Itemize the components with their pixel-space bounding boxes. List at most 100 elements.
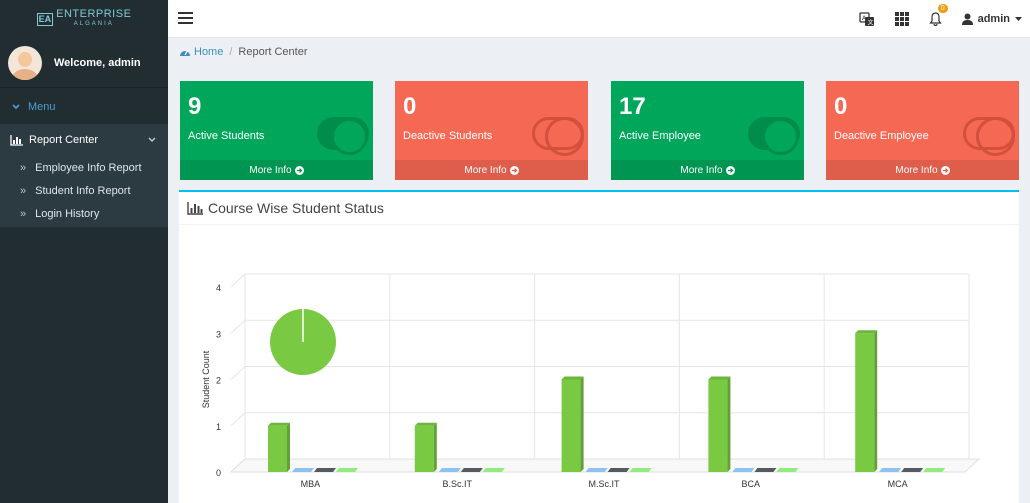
toggle-off-icon — [963, 117, 1015, 156]
stat-value: 17 — [619, 93, 646, 120]
chevron-down-icon — [148, 137, 156, 143]
more-info-label: More Info — [249, 164, 292, 176]
svg-text:A: A — [862, 15, 867, 22]
bar-side — [580, 376, 584, 472]
gridline-depth — [230, 273, 246, 288]
bar-top — [561, 376, 584, 380]
stat-box-active-students: 9 Active Students More Info — [180, 81, 373, 180]
bar — [732, 468, 755, 472]
bar — [585, 468, 608, 472]
bar — [776, 468, 799, 472]
arrow-circle-right-icon — [725, 165, 735, 175]
stat-label: Active Employee — [619, 130, 701, 142]
x-tick-label: B.Sc.IT — [442, 479, 472, 489]
breadcrumb: Home / Report Center — [179, 46, 308, 58]
stat-label: Deactive Students — [403, 130, 493, 142]
y-tick-label: 3 — [216, 329, 221, 339]
bar — [438, 468, 461, 472]
brand-name: ENTERPRISE — [56, 8, 132, 20]
bar-chart-icon — [187, 201, 203, 215]
user-icon — [961, 13, 973, 25]
x-tick-label: MBA — [301, 479, 321, 489]
more-info-link[interactable]: More Info — [611, 160, 804, 180]
bar — [901, 468, 924, 472]
bar-top — [268, 422, 290, 426]
more-info-label: More Info — [895, 164, 938, 176]
sidebar-item-student-info-report[interactable]: » Student Info Report — [0, 179, 168, 202]
gridline-depth — [230, 319, 246, 334]
report-submenu: » Employee Info Report » Student Info Re… — [0, 156, 168, 227]
more-info-link[interactable]: More Info — [180, 160, 373, 180]
grid-icon — [894, 12, 909, 26]
menu-toggle[interactable]: Menu — [0, 89, 168, 124]
sidebar-item-label: Student Info Report — [35, 184, 131, 197]
y-tick-label: 4 — [216, 283, 221, 293]
notification-count-badge: 0 — [937, 4, 948, 13]
bar — [460, 468, 483, 472]
x-tick-label: M.Sc.IT — [589, 479, 621, 489]
user-menu-label: admin — [977, 13, 1010, 25]
bar-side — [727, 376, 731, 472]
user-panel: Welcome, admin — [0, 38, 168, 88]
bar-side — [287, 422, 290, 472]
bar-top — [414, 422, 437, 426]
apps-button[interactable] — [894, 12, 909, 26]
y-tick-label: 1 — [216, 422, 221, 432]
arrow-circle-right-icon — [509, 165, 519, 175]
stat-box-deactive-students: 0 Deactive Students More Info — [395, 81, 588, 180]
breadcrumb-home[interactable]: Home — [179, 46, 223, 58]
toggle-off-icon — [532, 117, 584, 156]
bar — [629, 468, 652, 472]
brand-logo[interactable]: EA ENTERPRISE ALGANIA — [0, 0, 168, 38]
sidebar: EA ENTERPRISE ALGANIA Welcome, admin Men… — [0, 0, 168, 503]
stat-label: Active Students — [188, 130, 265, 142]
bar — [414, 425, 434, 472]
more-info-link[interactable]: More Info — [395, 160, 588, 180]
welcome-text: Welcome, admin — [54, 56, 141, 69]
x-tick-label: MCA — [888, 479, 908, 489]
gridline-depth — [230, 412, 246, 427]
stat-box-deactive-employee: 0 Deactive Employee More Info — [826, 81, 1019, 180]
bar — [268, 425, 287, 472]
panel-header: Course Wise Student Status — [179, 192, 1019, 225]
bar-side — [433, 422, 437, 472]
avatar — [8, 45, 42, 80]
bar — [879, 468, 902, 472]
user-menu[interactable]: admin — [961, 13, 1022, 25]
sidebar-item-report-center[interactable]: Report Center — [0, 124, 168, 156]
more-info-link[interactable]: More Info — [826, 160, 1019, 180]
sidebar-item-login-history[interactable]: » Login History — [0, 202, 168, 225]
y-tick-label: 2 — [216, 376, 221, 386]
bar — [314, 468, 336, 472]
more-info-label: More Info — [464, 164, 507, 176]
language-button[interactable]: A 文 — [858, 11, 875, 27]
brand-tagline: ALGANIA — [73, 21, 114, 27]
menu-header-label: Menu — [28, 100, 56, 113]
x-tick-label: BCA — [742, 479, 761, 489]
breadcrumb-separator: / — [229, 46, 233, 58]
more-info-label: More Info — [680, 164, 723, 176]
stat-box-active-employee: 17 Active Employee More Info — [611, 81, 804, 180]
sidebar-item-label: Login History — [35, 207, 100, 220]
translate-icon: A 文 — [858, 11, 874, 26]
arrow-circle-right-icon — [294, 165, 304, 175]
toggle-on-icon — [317, 117, 369, 155]
stat-value: 9 — [188, 93, 202, 120]
bar — [561, 379, 581, 472]
bar — [336, 468, 358, 472]
notifications-button[interactable]: 0 — [928, 4, 948, 26]
gridline-depth — [230, 366, 246, 380]
bar — [855, 333, 875, 472]
bar — [292, 468, 314, 472]
hamburger-menu-icon[interactable] — [178, 12, 193, 24]
bar — [607, 468, 630, 472]
double-chevron-right-icon: » — [20, 184, 27, 197]
sidebar-item-employee-info-report[interactable]: » Employee Info Report — [0, 156, 168, 179]
double-chevron-right-icon: » — [20, 207, 27, 220]
logo-mark: EA — [36, 12, 54, 26]
bell-icon — [928, 12, 942, 26]
logo-text: ENTERPRISE ALGANIA — [56, 9, 131, 29]
y-tick-label: 0 — [216, 468, 221, 478]
double-chevron-right-icon: » — [20, 161, 27, 174]
bar-chart-icon — [10, 134, 23, 146]
